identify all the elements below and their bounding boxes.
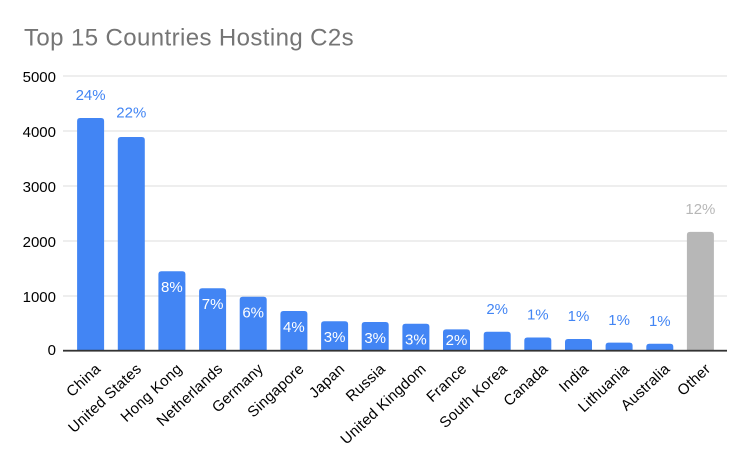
svg-text:22%: 22%	[116, 104, 146, 121]
svg-text:1%: 1%	[649, 313, 671, 330]
svg-text:8%: 8%	[161, 279, 183, 296]
svg-text:3%: 3%	[405, 332, 427, 349]
svg-text:1%: 1%	[527, 307, 549, 324]
svg-text:4%: 4%	[283, 319, 305, 336]
svg-text:7%: 7%	[202, 296, 224, 313]
svg-text:Top 15 Countries Hosting C2s: Top 15 Countries Hosting C2s	[24, 25, 354, 52]
svg-text:24%: 24%	[76, 87, 106, 104]
svg-text:3000: 3000	[23, 179, 56, 196]
svg-text:2%: 2%	[486, 301, 508, 318]
svg-text:0: 0	[48, 342, 56, 359]
svg-text:2%: 2%	[446, 332, 468, 349]
svg-text:4000: 4000	[23, 124, 56, 141]
svg-text:1%: 1%	[568, 308, 590, 325]
svg-text:1%: 1%	[608, 312, 630, 329]
svg-text:3%: 3%	[364, 330, 386, 347]
svg-text:2000: 2000	[23, 234, 56, 251]
svg-text:3%: 3%	[324, 329, 346, 346]
svg-text:5000: 5000	[23, 69, 56, 86]
svg-text:6%: 6%	[242, 305, 264, 322]
svg-text:1000: 1000	[23, 289, 56, 306]
svg-text:12%: 12%	[685, 201, 715, 218]
